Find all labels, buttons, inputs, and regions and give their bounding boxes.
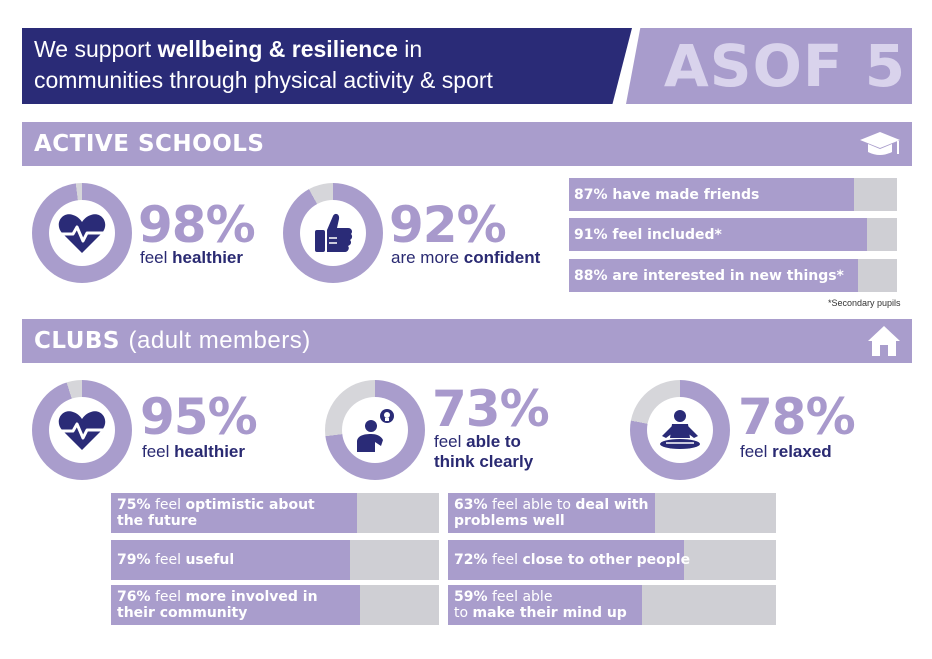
progress-bar: 88% are interested in new things* — [569, 259, 897, 292]
progress-bar: 72% feel close to other people — [448, 540, 776, 580]
thinking-person-icon — [357, 409, 394, 452]
progress-bar: 75% feel optimistic about the future — [111, 493, 439, 533]
progress-bar: 63% feel able to deal with problems well — [448, 493, 776, 533]
think-clearly-ring — [325, 380, 425, 480]
stat-value: 73% — [432, 380, 550, 438]
header-banner — [22, 28, 632, 104]
thumbs-up-icon — [315, 213, 353, 252]
clubs-bar — [22, 319, 912, 363]
relaxed-ring — [630, 380, 730, 480]
progress-bar: 91% feel included* — [569, 218, 897, 251]
house-icon — [866, 323, 902, 359]
graduation-cap-icon — [858, 128, 902, 160]
stat-value: 95% — [140, 388, 258, 446]
confident-ring — [283, 183, 383, 283]
progress-bar: 79% feel useful — [111, 540, 439, 580]
progress-bar: 59% feel able to make their mind up — [448, 585, 776, 625]
heart-pulse-icon — [58, 411, 106, 450]
stat-caption: feel able to think clearly — [434, 432, 534, 471]
stat-value: 78% — [738, 388, 856, 446]
stat-caption: feel healthier — [142, 442, 245, 461]
stat-value: 98% — [138, 196, 256, 254]
stat-caption: are more confident — [391, 248, 541, 267]
stat-caption: feel relaxed — [740, 442, 832, 461]
meditation-icon — [660, 410, 700, 449]
healthier-ring — [32, 380, 132, 480]
active-schools-bar — [22, 122, 912, 166]
badge-panel — [626, 28, 912, 104]
healthier-ring — [32, 183, 132, 283]
stat-caption: feel healthier — [140, 248, 243, 267]
page-title: We support wellbeing & resilience in com… — [34, 36, 493, 93]
progress-bar: 76% feel more involved in their community — [111, 585, 439, 625]
active-schools-title: ACTIVE SCHOOLS — [34, 131, 265, 157]
heart-pulse-icon — [58, 214, 106, 253]
progress-bar: 87% have made friends — [569, 178, 897, 211]
clubs-title: CLUBS (adult members) — [34, 327, 311, 354]
footnote: *Secondary pupils — [828, 298, 901, 308]
stat-value: 92% — [389, 196, 507, 254]
asof-badge: ASOF 5 — [663, 32, 907, 100]
